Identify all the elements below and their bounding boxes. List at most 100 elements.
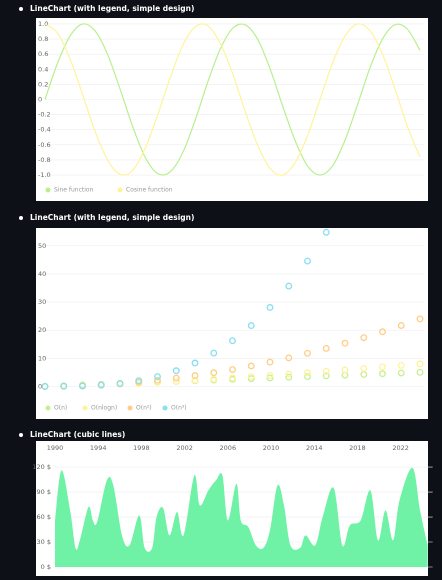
legend-label: O(n²) [136,405,152,412]
point [416,368,424,376]
point [285,373,293,381]
y-tick-label: -0.6 [38,141,51,149]
point [191,372,199,380]
point [304,349,311,357]
point [97,381,105,389]
point [304,257,311,265]
point [341,339,349,347]
point [247,373,255,381]
chart-panel [36,228,428,419]
y-tick-label: 60 $ [37,513,51,521]
x-tick-label: 1990 [47,444,64,452]
point [247,322,255,330]
y-tick-label: 1.0 [38,20,48,28]
chart-panel [36,18,428,201]
y-tick-label: 0.8 [38,35,48,43]
y-tick-label: 0 $ [41,563,51,571]
point [191,359,199,367]
point [172,374,180,382]
point [322,372,330,380]
y-tick-label: -1.0 [38,171,51,179]
point [172,377,180,385]
x-tick-label: 2022 [392,444,409,452]
point [266,374,274,382]
y-tick-label: 0 [38,96,42,104]
point [285,354,293,362]
y-tick-label: 0.2 [38,80,48,88]
point [285,282,293,290]
point [322,344,330,352]
point [266,304,274,311]
point [304,369,311,377]
x-tick-label: 1998 [133,444,150,452]
point [229,374,236,382]
point [172,367,180,375]
x-tick-label: 2010 [263,444,280,452]
y-tick-label: -0.2 [38,111,51,119]
point [210,349,218,357]
point [416,360,424,368]
point [135,377,143,385]
point [322,367,330,375]
legend-label: O(n³) [171,405,187,412]
legend-label: O(n) [54,405,67,412]
legend-swatch [45,187,51,193]
y-tick-label: -0.4 [38,126,51,134]
point [379,328,386,336]
point [397,369,405,377]
point [41,382,49,390]
point [229,337,236,345]
point [304,373,311,380]
bullet [19,433,23,437]
point [360,364,368,372]
point [60,382,68,390]
point [397,322,405,329]
line [44,23,421,176]
point [416,315,424,323]
point [247,362,255,370]
point [210,369,218,377]
point [154,376,161,384]
y-tick-label: 50 [38,242,46,250]
y-tick-label: 0.4 [38,65,48,73]
point [341,366,349,374]
point [266,371,274,379]
point [379,370,386,378]
y-tick-label: 120 $ [32,463,51,471]
legend-swatch [127,405,133,411]
x-tick-label: 1994 [90,444,107,452]
y-tick-label: 90 $ [37,488,51,496]
point [379,363,386,371]
point [397,361,405,369]
point [285,370,293,378]
bullet [19,7,23,11]
line [44,23,421,176]
y-tick-label: 10 [38,354,46,362]
point [322,228,330,236]
x-tick-label: 2018 [349,444,366,452]
chart-title: LineChart (with legend, simple design) [30,213,194,222]
x-tick-label: 2014 [306,444,323,452]
y-tick-label: -0.8 [38,156,51,164]
point [360,334,368,342]
y-tick-label: 0 [38,382,42,390]
point [116,380,124,387]
x-tick-label: 2006 [220,444,237,452]
point [229,366,236,373]
bullet [19,216,23,220]
point [79,382,86,390]
legend-swatch [45,405,51,411]
y-tick-label: 20 [38,326,46,334]
chart-title: LineChart (cubic lines) [30,430,125,439]
area [55,467,428,567]
legend-label: Sine function [54,187,94,194]
point [191,376,199,384]
y-tick-label: 30 [38,298,46,306]
point [154,373,161,380]
legend-swatch [162,405,168,411]
y-tick-label: 0.6 [38,50,48,58]
legend-label: Cosine function [126,187,173,194]
legend-label: O(nlogn) [91,405,117,412]
x-tick-label: 2002 [176,444,193,452]
